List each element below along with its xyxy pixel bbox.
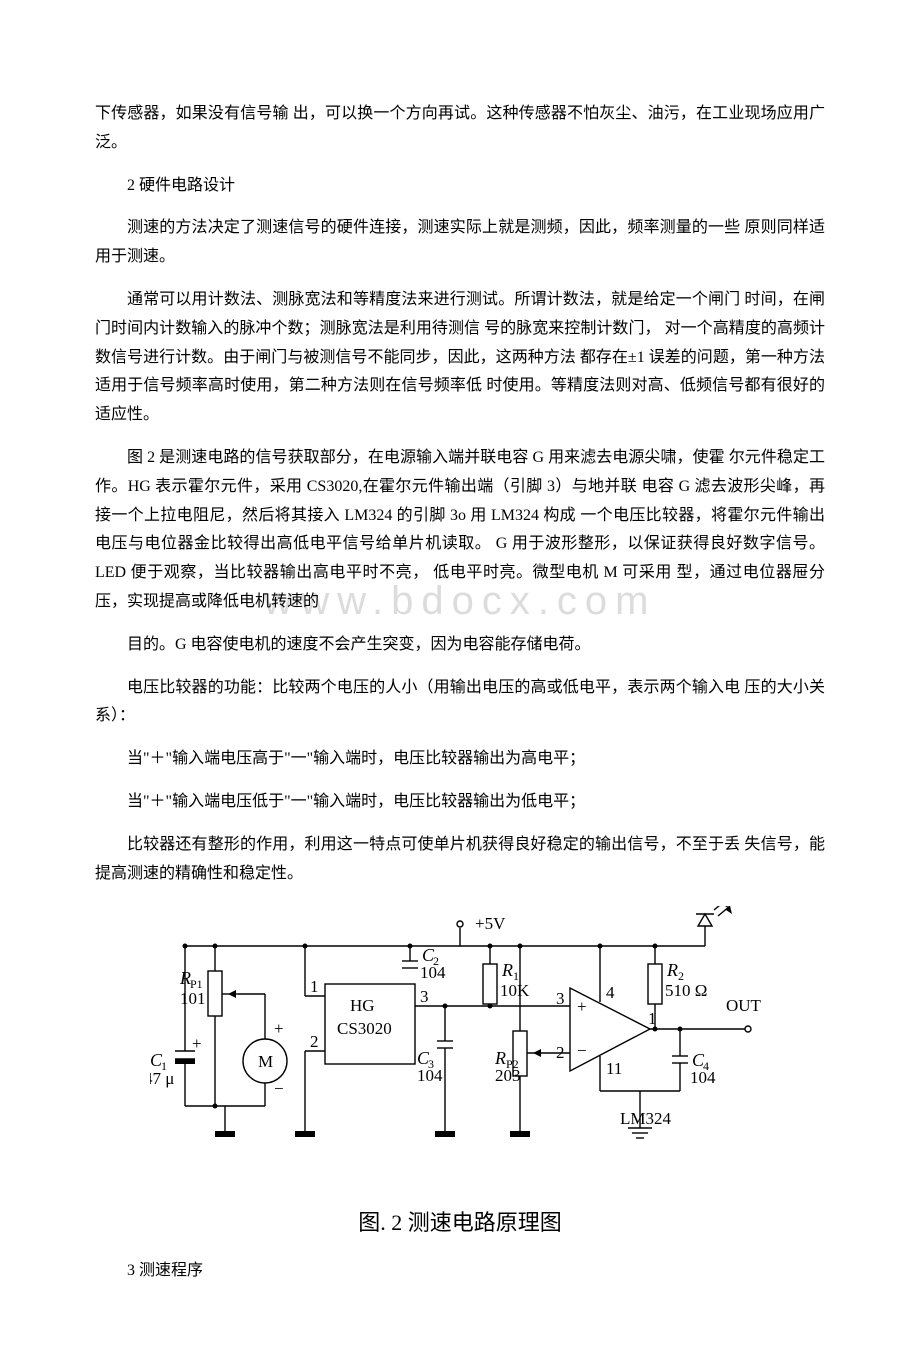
svg-text:1: 1	[310, 977, 319, 996]
label-5v: +5V	[475, 914, 506, 933]
paragraph: 比较器还有整形的作用，利用这一特点可使单片机获得良好稳定的输出信号，不至于丢 失…	[95, 831, 825, 889]
svg-text:10K: 10K	[500, 981, 530, 1000]
paragraph: 当"＋"输入端电压高于"一"输入端时，电压比较器输出为高电平；	[95, 745, 825, 774]
paragraph: 测速的方法决定了测速信号的硬件连接，测速实际上就是测频，因此，频率测量的一些 原…	[95, 214, 825, 272]
svg-text:510 Ω: 510 Ω	[665, 981, 707, 1000]
figure-2: +5V R P1 101 M + − C 1	[95, 906, 825, 1242]
svg-text:2: 2	[310, 1032, 319, 1051]
svg-text:R: R	[494, 1048, 506, 1068]
label-rp1-val: 101	[180, 989, 206, 1008]
label-m: M	[258, 1052, 273, 1071]
paragraph: 电压比较器的功能：比较两个电压的人小（用输出电压的高或低电平，表示两个输入电 压…	[95, 674, 825, 732]
circuit-diagram: +5V R P1 101 M + − C 1	[150, 906, 770, 1186]
label-lm324: LM324	[620, 1109, 672, 1128]
paragraph: 下传感器，如果没有信号输 出，可以换一个方向再试。这种传感器不怕灰尘、油污，在工…	[95, 100, 825, 158]
label-out: OUT	[726, 996, 762, 1015]
paragraph: 图 2 是测速电路的信号获取部分，在电源输入端并联电容 G 用来滤去电源尖啸，使…	[95, 444, 825, 617]
svg-text:104: 104	[420, 963, 446, 982]
svg-text:+: +	[577, 997, 587, 1016]
svg-text:11: 11	[606, 1059, 622, 1078]
svg-text:R: R	[501, 960, 513, 980]
label-hg: HG	[350, 996, 375, 1015]
figure-caption: 图. 2 测速电路原理图	[95, 1203, 825, 1243]
svg-text:R: R	[666, 960, 678, 980]
svg-text:104: 104	[417, 1066, 443, 1085]
paragraph: 目的。G 电容使电机的速度不会产生突变，因为电容能存储电荷。	[95, 631, 825, 660]
paragraph: 当"＋"输入端电压低于"一"输入端时，电压比较器输出为低电平；	[95, 788, 825, 817]
svg-text:−: −	[274, 1079, 284, 1098]
svg-text:104: 104	[690, 1068, 716, 1087]
document-body: 下传感器，如果没有信号输 出，可以换一个方向再试。这种传感器不怕灰尘、油污，在工…	[95, 100, 825, 1286]
svg-text:+: +	[274, 1019, 284, 1038]
svg-text:47 μ: 47 μ	[150, 1069, 174, 1088]
svg-text:−: −	[577, 1041, 587, 1060]
section-heading-2: 2 硬件电路设计	[95, 172, 825, 201]
svg-text:3: 3	[556, 989, 565, 1008]
paragraph: 通常可以用计数法、测脉宽法和等精度法来进行测试。所谓计数法，就是给定一个闸门 时…	[95, 286, 825, 430]
svg-text:4: 4	[606, 983, 615, 1002]
section-heading-3: 3 测速程序	[95, 1257, 825, 1286]
svg-text:203: 203	[495, 1066, 521, 1085]
svg-text:2: 2	[556, 1043, 565, 1062]
svg-text:3: 3	[420, 987, 429, 1006]
svg-text:+: +	[192, 1034, 202, 1053]
label-cs: CS3020	[337, 1019, 392, 1038]
